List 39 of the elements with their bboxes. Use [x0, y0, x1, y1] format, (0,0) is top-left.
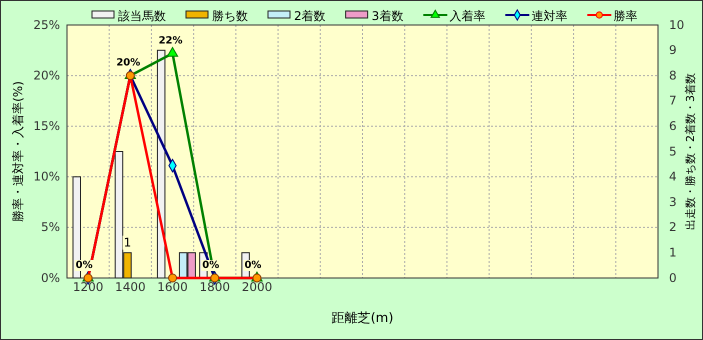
data-label: 1 — [124, 236, 132, 250]
y2-tick-label: 1 — [669, 246, 677, 260]
x-tick-label: 1800 — [199, 280, 230, 294]
data-label: 22% — [158, 35, 183, 46]
y-tick-label: 10% — [33, 170, 60, 184]
legend-label: 3着数 — [372, 9, 404, 23]
y2-tick-label: 8 — [669, 68, 677, 82]
data-label: 0% — [76, 260, 93, 271]
legend-label: 2着数 — [294, 9, 326, 23]
point — [166, 46, 178, 57]
y2-tick-label: 5 — [669, 144, 677, 158]
y2-tick-label: 0 — [669, 270, 677, 285]
y-tick-label: 0% — [40, 270, 60, 285]
legend-label: 入着率 — [449, 9, 486, 23]
y2-tick-label: 9 — [669, 43, 677, 58]
x-tick-label: 2000 — [242, 280, 272, 294]
data-label: 0% — [202, 260, 220, 271]
y-tick-label: 5% — [40, 220, 60, 234]
y-tick-label: 15% — [33, 119, 60, 134]
data-label: 20% — [116, 58, 140, 69]
y2-tick-label: 4 — [669, 170, 677, 184]
y2-tick-label: 6 — [669, 119, 677, 134]
x-tick-label: 1600 — [157, 280, 188, 294]
y2-tick-label: 2 — [669, 220, 677, 234]
legend-label: 連対率 — [531, 9, 568, 23]
legend-label: 勝率 — [613, 9, 638, 23]
x-axis-title: 距離芝(m) — [332, 311, 394, 326]
x-tick-label: 1400 — [115, 280, 146, 294]
legend-label: 該当馬数 — [118, 9, 166, 23]
y-tick-label: 20% — [33, 68, 60, 82]
y2-tick-label: 10 — [669, 18, 684, 32]
y-axis-title: 勝率・連対率・入着率(%) — [11, 81, 25, 222]
y2-tick-label: 7 — [669, 94, 677, 108]
y-tick-label: 25% — [33, 18, 60, 32]
x-tick-label: 1200 — [72, 280, 104, 294]
y2-tick-label: 3 — [669, 194, 677, 209]
legend-label: 勝ち数 — [212, 9, 248, 23]
y2-axis-title: 出走数・勝ち数・2着数・3着数 — [684, 73, 697, 230]
data-label: 0% — [244, 260, 262, 271]
